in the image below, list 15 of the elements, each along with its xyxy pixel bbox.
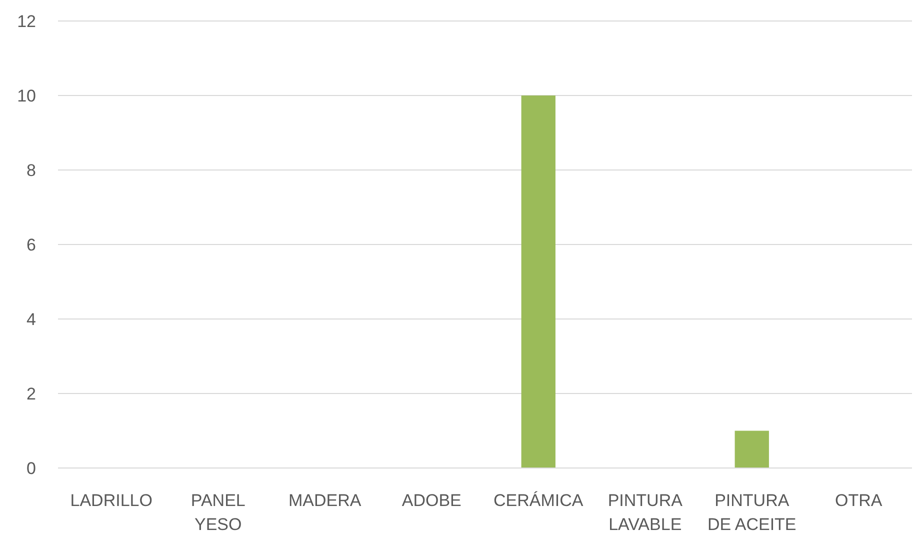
y-tick-label: 0 <box>26 458 36 478</box>
x-tick-label: MADERA <box>288 491 362 510</box>
x-tick-label: PINTURA LAVABLE <box>608 491 684 534</box>
x-tick-label: PINTURA DE ACEITE <box>707 491 796 534</box>
y-tick-label: 12 <box>17 12 36 31</box>
x-tick-label: PANEL YESO <box>190 491 246 534</box>
y-tick-label: 6 <box>26 235 36 254</box>
y-tick-label: 2 <box>26 384 36 404</box>
x-tick-label: LADRILLO <box>70 491 152 510</box>
x-tick-label: ADOBE <box>402 491 462 510</box>
y-tick-label: 8 <box>26 160 36 180</box>
y-tick-label: 10 <box>17 86 36 106</box>
x-tick-label: CERÁMICA <box>494 491 584 510</box>
x-tick-label: OTRA <box>835 491 883 510</box>
y-tick-label: 4 <box>26 310 36 329</box>
